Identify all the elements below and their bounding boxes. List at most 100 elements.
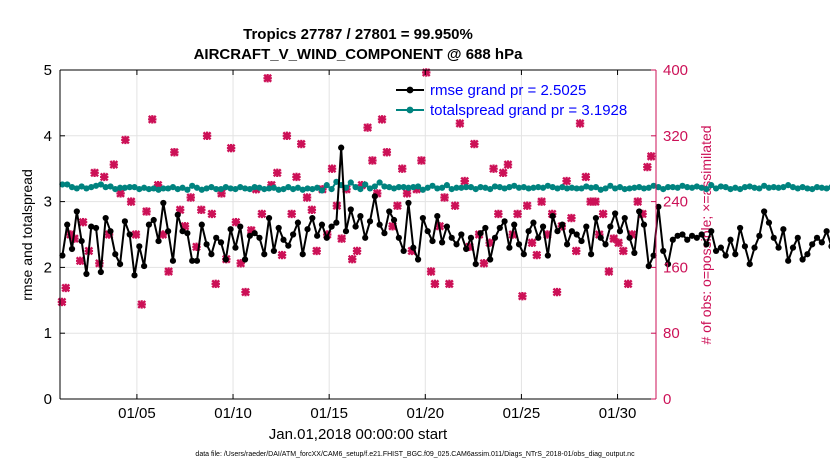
spread-point: [309, 185, 316, 193]
rmse-point: [688, 232, 696, 239]
rmse-point: [83, 270, 90, 278]
spread-point: [530, 184, 537, 191]
spread-point: [559, 184, 566, 191]
y2-tick-label: 320: [663, 128, 688, 145]
rmse-point: [434, 212, 441, 220]
rmse-point: [357, 212, 364, 220]
obs-marker: [567, 213, 576, 223]
obs-marker: [552, 287, 562, 297]
x-tick-label: 01/10: [214, 405, 252, 422]
spread-point: [708, 182, 715, 189]
spread-point: [222, 184, 229, 191]
rmse-point: [544, 252, 551, 259]
chart-subtitle: AIRCRAFT_V_WIND_COMPONENT @ 688 hPa: [193, 46, 523, 63]
obs-marker: [522, 201, 532, 211]
rmse-point: [597, 234, 604, 241]
spread-point: [352, 184, 359, 191]
obs-marker: [598, 209, 608, 219]
rmse-point: [679, 231, 686, 238]
spread-point: [809, 185, 816, 193]
x-tick-label: 01/30: [599, 405, 637, 422]
spread-point: [64, 181, 71, 188]
y2-tick-label: 240: [663, 194, 688, 211]
obs-marker: [498, 168, 508, 178]
spread-point: [544, 182, 551, 189]
rmse-point: [88, 223, 95, 230]
rmse-point: [813, 234, 821, 241]
rmse-point: [496, 224, 503, 232]
obs-marker: [591, 197, 600, 206]
rmse-point: [107, 228, 114, 235]
obs-marker: [646, 152, 656, 161]
spread-point: [674, 184, 681, 191]
obs-marker: [137, 300, 147, 309]
rmse-point: [414, 256, 422, 263]
spread-point: [789, 184, 797, 191]
obs-marker: [257, 209, 267, 219]
obs-marker: [527, 238, 537, 248]
obs-marker: [503, 160, 513, 169]
spread-point: [631, 184, 638, 191]
spread-point: [491, 183, 499, 190]
spread-point: [251, 184, 258, 191]
rmse-point: [482, 224, 489, 232]
spread-point: [347, 179, 354, 186]
rmse-point: [299, 251, 306, 258]
rmse-point: [756, 232, 763, 239]
rmse-point: [559, 221, 566, 228]
obs-marker: [202, 131, 212, 141]
rmse-point: [588, 251, 595, 258]
rmse-point: [640, 221, 648, 228]
rmse-point: [246, 232, 253, 239]
rmse-point: [347, 206, 354, 213]
spread-point: [112, 185, 119, 193]
rmse-point: [467, 234, 475, 241]
rmse-point: [789, 244, 797, 251]
obs-marker: [352, 246, 362, 256]
rmse-point: [525, 228, 532, 235]
obs-marker: [90, 168, 99, 178]
rmse-point: [823, 228, 830, 235]
spread-point: [246, 185, 253, 193]
spread-point: [198, 186, 205, 193]
obs-marker: [327, 164, 337, 174]
spread-point: [487, 185, 494, 193]
rmse-point: [265, 214, 273, 222]
rmse-point: [737, 224, 744, 232]
spread-point: [78, 183, 85, 190]
spread-point: [669, 184, 676, 191]
spread-point: [621, 185, 628, 193]
rmse-point: [97, 268, 104, 276]
spread-point: [390, 185, 398, 192]
obs-marker: [170, 147, 179, 157]
spread-point: [227, 185, 234, 192]
rmse-point: [237, 223, 244, 230]
rmse-point: [179, 228, 186, 235]
spread-point: [693, 183, 700, 190]
rmse-point: [708, 228, 715, 235]
spread-point: [270, 184, 277, 191]
spread-point: [732, 184, 739, 191]
spread-point: [506, 184, 513, 191]
obs-marker: [263, 73, 272, 83]
spread-point: [213, 185, 220, 193]
rmse-point: [602, 241, 609, 248]
spread-point: [429, 182, 436, 189]
rmse-point: [309, 214, 316, 222]
spread-point: [712, 185, 720, 192]
spread-point: [366, 185, 374, 192]
obs-marker: [518, 291, 527, 301]
spread-point: [121, 184, 128, 191]
rmse-point: [472, 261, 479, 268]
rmse-point: [535, 234, 542, 241]
axes-frame: [59, 69, 657, 400]
obs-marker: [57, 297, 67, 307]
spread-point: [578, 185, 585, 192]
rmse-point: [424, 228, 431, 235]
rmse-point: [150, 216, 157, 224]
spread-point: [299, 186, 306, 193]
obs-marker: [455, 119, 465, 128]
rmse-point: [203, 241, 210, 248]
rmse-point: [693, 234, 700, 241]
rmse-point: [539, 223, 547, 230]
